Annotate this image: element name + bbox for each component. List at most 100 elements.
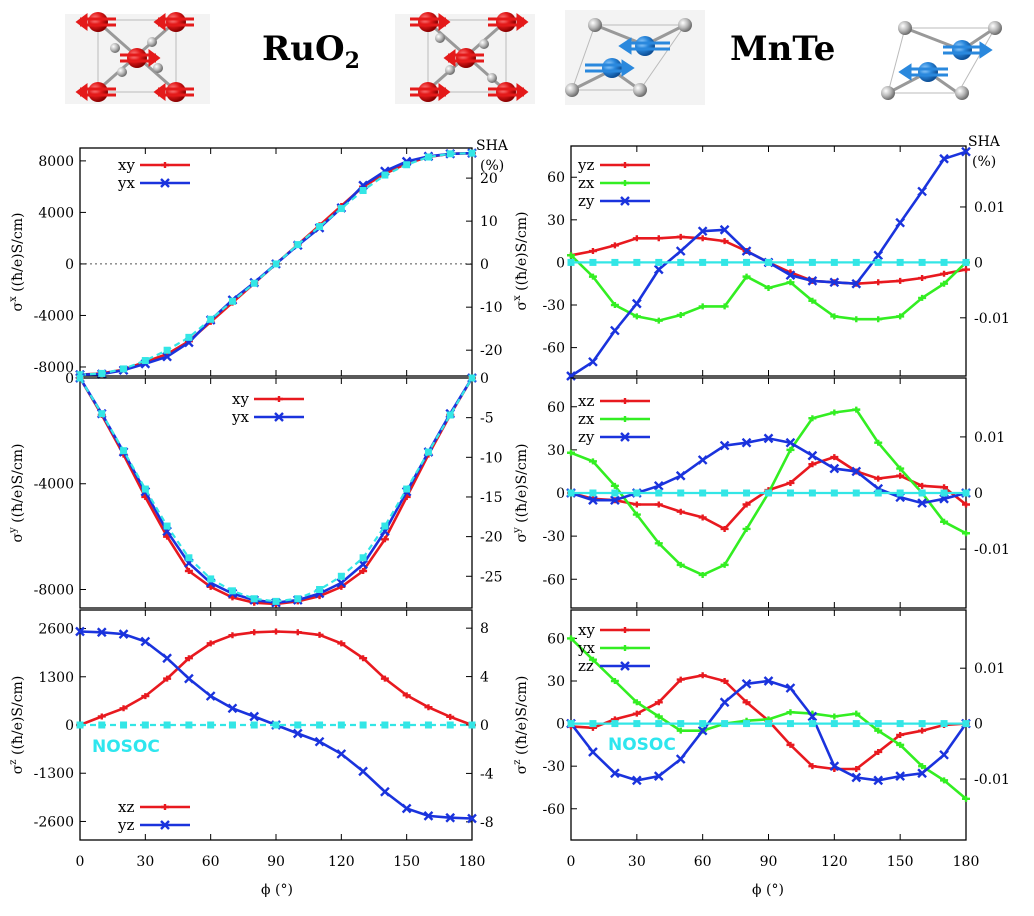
data-point-zy: [588, 356, 598, 367]
y-tick-label: 30: [547, 213, 565, 229]
data-point-NOSOC: [141, 357, 149, 365]
data-point-NOSOC: [786, 489, 794, 497]
data-point-zz: [785, 683, 796, 693]
data-point-zx: [852, 406, 861, 413]
data-point-yz: [358, 766, 368, 777]
data-point-zy: [873, 250, 884, 261]
mnte-structure-right: [878, 14, 1018, 106]
y2-tick-label: 4: [480, 670, 489, 686]
data-point-NOSOC: [611, 258, 619, 266]
legend-label-yz: yz: [577, 156, 594, 174]
y-axis-label: σz ((ħ/e)S/cm): [512, 676, 530, 775]
data-point-zz: [873, 775, 884, 786]
y-tick-label: -30: [542, 529, 565, 545]
data-point-zx: [588, 273, 597, 280]
series-line-xz: [79, 630, 473, 727]
y2-tick-label: 0: [974, 717, 983, 733]
legend-marker-zy: [620, 196, 630, 206]
data-point-xy: [184, 567, 193, 574]
data-point-yz: [401, 803, 412, 814]
legend-label-yz: yz: [117, 816, 134, 834]
data-point-NOSOC: [228, 587, 236, 595]
data-point-NOSOC: [567, 720, 575, 728]
y2-tick-label: -4: [480, 766, 494, 782]
data-point-zx: [632, 511, 641, 518]
data-point-NOSOC: [446, 150, 454, 158]
data-point-xz: [97, 713, 106, 720]
data-point-yz: [874, 279, 883, 286]
data-point-xy: [852, 766, 861, 773]
data-point-NOSOC: [633, 720, 641, 728]
data-point-zx: [896, 465, 905, 472]
data-point-xz: [446, 713, 455, 720]
data-point-xz: [119, 705, 128, 712]
data-point-zx: [874, 316, 883, 323]
y2-tick-label: -20: [480, 343, 503, 359]
data-point-yx: [852, 710, 861, 717]
x-axis-label-left: ϕ (°): [261, 882, 293, 898]
legend-marker-xy: [621, 627, 629, 633]
data-point-zx: [654, 317, 663, 324]
data-point-NOSOC: [765, 258, 772, 266]
panel-mnte-sigma-y: -60 -30 0 30 60 -0.01 0 0.01 σy ((ħ/e)S/cm) xzzxz…: [512, 377, 1010, 609]
data-point-xz: [402, 692, 411, 699]
x-tick-label: 150: [393, 854, 420, 870]
nosoc-label: NOSOC: [92, 737, 160, 757]
data-point-NOSOC: [611, 489, 619, 497]
data-point-NOSOC: [403, 721, 411, 729]
data-point-zy: [719, 440, 730, 451]
data-point-NOSOC: [294, 241, 302, 249]
data-point-NOSOC: [446, 411, 454, 419]
data-point-NOSOC: [765, 720, 772, 728]
data-point-zz: [851, 772, 862, 783]
data-point-NOSOC: [896, 258, 904, 266]
data-point-xz: [874, 475, 883, 482]
data-point-NOSOC: [940, 258, 948, 266]
data-point-NOSOC: [272, 597, 280, 605]
data-point-yz: [227, 703, 238, 714]
data-point-NOSOC: [163, 346, 171, 354]
y-tick-label: -30: [542, 759, 565, 775]
x-tick-label: 60: [202, 854, 220, 870]
data-point-yz: [140, 636, 151, 647]
data-point-yz: [720, 238, 729, 245]
data-point-NOSOC: [830, 720, 838, 728]
y-axis-label: σx ((ħ/e)S/cm): [8, 213, 26, 312]
legend-label-xz: xz: [118, 798, 134, 816]
panel-ruo2-sigma-z: 0 30 60 90 120 150 180 -2600 -1300 0 1300 2600 -8 -4 0…: [8, 609, 494, 870]
data-point-NOSOC: [76, 374, 84, 382]
x-tick-label: 0: [76, 854, 85, 870]
data-point-NOSOC: [962, 258, 970, 266]
y-tick-label: -8000: [34, 360, 74, 376]
data-point-xz: [808, 461, 817, 468]
x-tick-label: 0: [567, 854, 576, 870]
data-point-xz: [380, 675, 389, 682]
y2-tick-label: -0.01: [974, 542, 1010, 558]
data-point-NOSOC: [207, 721, 215, 729]
data-point-yx: [336, 578, 347, 588]
data-point-NOSOC: [743, 258, 751, 266]
data-point-yz: [423, 811, 434, 821]
data-point-zz: [807, 711, 818, 722]
sha-label-right: SHA: [968, 134, 1001, 150]
data-point-zy: [610, 325, 620, 336]
data-point-zx: [610, 302, 619, 309]
data-point-zy: [653, 480, 664, 491]
data-point-NOSOC: [786, 720, 794, 728]
x-tick-label: 120: [328, 854, 355, 870]
data-point-zx: [567, 449, 575, 456]
data-point-yz: [588, 248, 597, 255]
data-point-zz: [939, 749, 949, 760]
data-point-yz: [205, 691, 216, 701]
data-point-zx: [632, 313, 641, 320]
data-point-zy: [675, 470, 686, 481]
data-point-zy: [785, 437, 796, 448]
data-point-zy: [763, 433, 774, 444]
y-tick-label: 30: [547, 674, 565, 690]
data-point-zy: [917, 186, 927, 197]
data-point-xz: [272, 628, 280, 635]
data-point-zx: [720, 303, 729, 310]
data-point-NOSOC: [567, 489, 575, 497]
legend-label-zz: zz: [578, 657, 594, 675]
legend-label-zx: zx: [578, 174, 595, 192]
